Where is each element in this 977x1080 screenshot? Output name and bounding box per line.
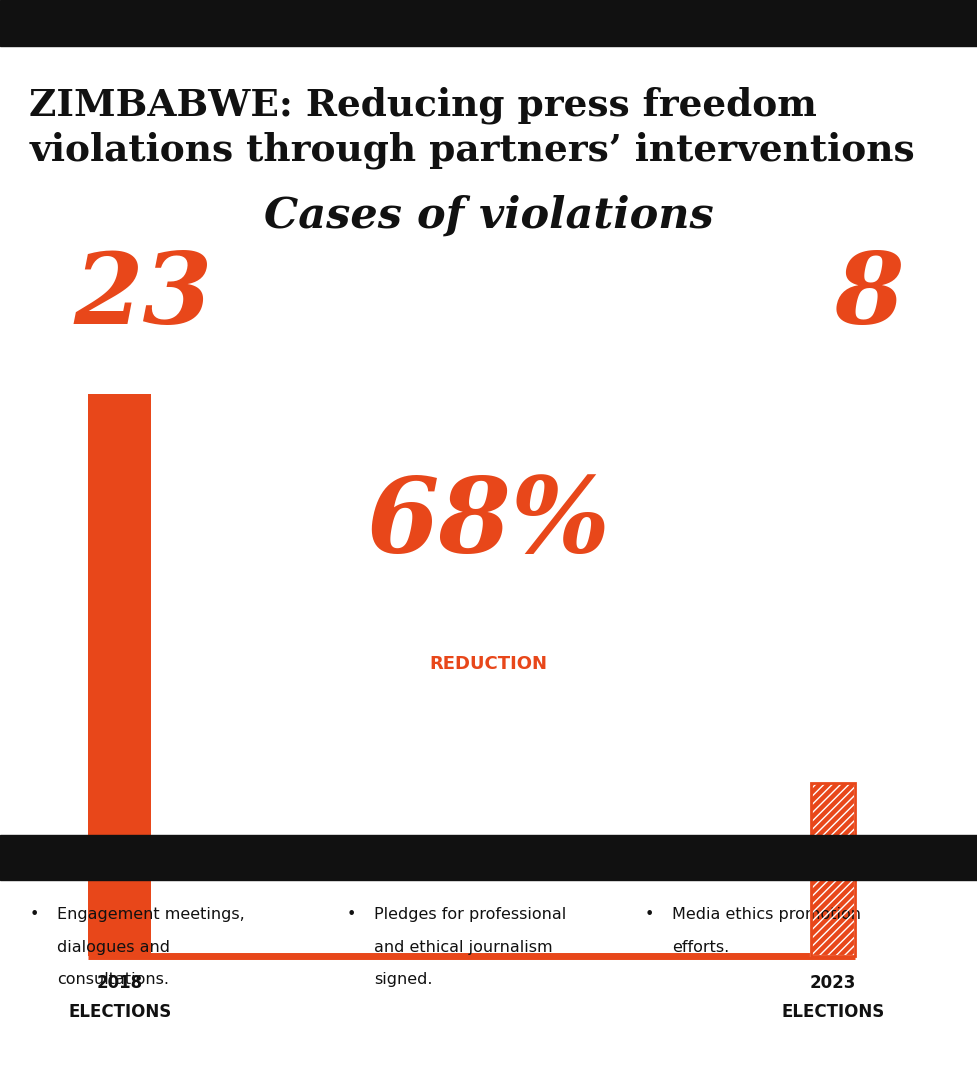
Text: ELECTIONS: ELECTIONS <box>782 1003 884 1022</box>
Text: ACTIVITIES IMPLEMENTED BY PROGRAMME PARTNERS: ACTIVITIES IMPLEMENTED BY PROGRAMME PART… <box>29 850 475 865</box>
Text: consultations.: consultations. <box>57 972 169 987</box>
Text: and ethical journalism: and ethical journalism <box>374 940 553 955</box>
Text: •: • <box>347 907 357 922</box>
Text: Pledges for professional: Pledges for professional <box>374 907 567 922</box>
Text: Media ethics promotion: Media ethics promotion <box>672 907 861 922</box>
Text: •: • <box>645 907 655 922</box>
Text: ELECTIONS: ELECTIONS <box>68 1003 171 1022</box>
Bar <box>811 783 855 956</box>
Bar <box>811 783 855 956</box>
Text: efforts.: efforts. <box>672 940 730 955</box>
Text: REDUCTION: REDUCTION <box>430 656 547 673</box>
Bar <box>0 0 977 46</box>
Bar <box>811 783 855 956</box>
Text: violations through partners’ interventions: violations through partners’ interventio… <box>29 132 914 170</box>
Text: 2018: 2018 <box>97 974 143 993</box>
Bar <box>88 394 151 956</box>
Text: •: • <box>29 907 39 922</box>
Text: 2023: 2023 <box>810 974 856 993</box>
Text: Cases of violations: Cases of violations <box>264 194 713 237</box>
Text: signed.: signed. <box>374 972 433 987</box>
Text: ZIMBABWE: Reducing press freedom: ZIMBABWE: Reducing press freedom <box>29 86 817 124</box>
Text: 23: 23 <box>73 248 213 345</box>
Text: dialogues and: dialogues and <box>57 940 170 955</box>
Text: 68%: 68% <box>366 473 611 575</box>
Bar <box>0 835 977 880</box>
Text: Engagement meetings,: Engagement meetings, <box>57 907 244 922</box>
Text: 8: 8 <box>834 248 904 345</box>
